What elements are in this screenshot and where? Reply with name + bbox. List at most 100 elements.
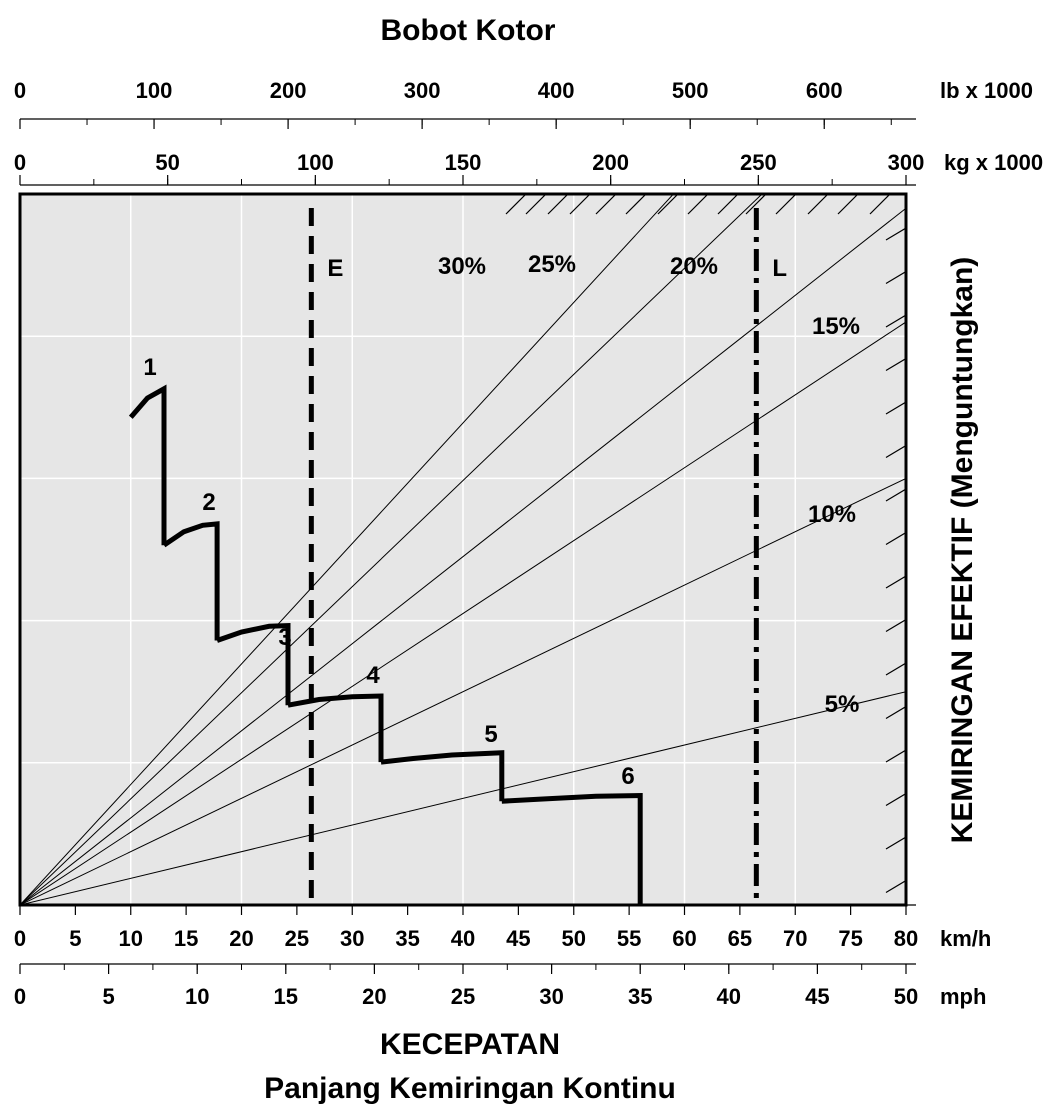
kmh-axis-tick-label: 45 (506, 926, 530, 951)
mph-axis-tick-label: 25 (451, 984, 475, 1009)
mph-axis-tick-label: 45 (805, 984, 829, 1009)
lb-axis-unit: lb x 1000 (940, 78, 1033, 103)
lb-axis-tick-label: 100 (136, 78, 173, 103)
grade-line (20, 194, 674, 905)
kmh-axis-tick-label: 40 (451, 926, 475, 951)
lb-axis-tick-label: 300 (404, 78, 441, 103)
hatch-mark (885, 792, 906, 807)
hatch-mark (885, 227, 906, 241)
hatch-mark (595, 194, 617, 215)
grade-label: 5% (825, 691, 860, 718)
hatch-mark (885, 879, 906, 894)
kmh-axis-tick-label: 0 (14, 926, 26, 951)
kmh-axis-tick-label: 10 (119, 926, 143, 951)
kmh-axis-tick-label: 55 (617, 926, 641, 951)
hatch-mark (869, 194, 891, 215)
kg-axis-tick-label: 250 (740, 150, 777, 175)
hatch-mark (885, 357, 906, 372)
kmh-axis-tick-label: 80 (894, 926, 918, 951)
grade-label: 20% (670, 253, 718, 280)
x-axis-title: KECEPATAN (380, 1028, 560, 1061)
reference-label-L: L (772, 255, 787, 282)
hatch-mark (547, 194, 569, 215)
gear-curve-1 (128, 384, 167, 546)
gear-label-4: 4 (366, 662, 380, 689)
kmh-axis-tick-label: 70 (783, 926, 807, 951)
hatch-mark (657, 194, 679, 215)
grade-label: 30% (438, 253, 486, 280)
mph-axis-tick-label: 5 (102, 984, 114, 1009)
y-axis-title: KEMIRINGAN EFEKTIF (Menguntungkan) (946, 257, 979, 844)
kmh-axis-unit: km/h (940, 926, 991, 951)
hatch-mark (885, 618, 906, 633)
mph-axis-unit: mph (940, 984, 986, 1009)
mph-axis-tick-label: 30 (539, 984, 563, 1009)
lb-axis-tick-label: 200 (270, 78, 307, 103)
kg-axis-tick-label: 150 (445, 150, 482, 175)
hatch-mark (885, 488, 906, 502)
gear-curve-6 (501, 792, 643, 905)
reference-label-E: E (327, 255, 343, 282)
kmh-axis-tick-label: 65 (728, 926, 752, 951)
gear-label-5: 5 (484, 721, 497, 748)
hatch-mark (745, 194, 767, 215)
grade-line (20, 207, 906, 905)
gear-curve-5 (380, 750, 505, 802)
gear-label-6: 6 (621, 763, 634, 790)
kmh-axis-tick-label: 15 (174, 926, 198, 951)
gear-label-2: 2 (202, 489, 215, 516)
grade-label: 15% (812, 313, 860, 340)
top-axis-lb: 0 100 200 300 400 500 600 lb x 1000 (14, 78, 1033, 129)
hatch-mark (885, 401, 906, 415)
gear-label-3: 3 (278, 624, 291, 651)
mph-axis-tick-label: 35 (628, 984, 652, 1009)
mph-axis-tick-label: 50 (894, 984, 918, 1009)
hatch-mark (687, 194, 709, 215)
hatch-mark (885, 662, 906, 676)
hatch-mark (717, 194, 739, 215)
bottom-axis-mph: 0 5 10 15 20 25 30 35 40 45 50 mph (14, 963, 986, 1009)
chart-title: Bobot Kotor (381, 14, 556, 47)
mph-axis-tick-label: 0 (14, 984, 26, 1009)
kg-axis-unit: kg x 1000 (944, 150, 1043, 175)
lb-axis-tick-label: 500 (672, 78, 709, 103)
grade-label: 10% (808, 501, 856, 528)
mph-axis-tick-label: 40 (717, 984, 741, 1009)
grade-line (20, 691, 906, 905)
bottom-axis-kmh: 0 5 10 15 20 25 30 35 40 45 50 55 60 65 70 75 80 km/h (14, 904, 991, 951)
hatch-mark (569, 194, 591, 215)
gear-curve-2 (162, 521, 220, 641)
lb-axis-tick-label: 600 (806, 78, 843, 103)
hatch-mark (525, 194, 547, 215)
hatch-mark (885, 836, 906, 850)
hatch-mark (505, 194, 527, 215)
hatch-mark (885, 531, 906, 546)
kmh-axis-tick-label: 20 (229, 926, 253, 951)
kmh-axis-tick-label: 75 (838, 926, 862, 951)
kmh-axis-tick-label: 60 (672, 926, 696, 951)
hatch-mark (885, 575, 906, 589)
kg-axis-tick-label: 0 (14, 150, 26, 175)
lb-axis-tick-label: 400 (538, 78, 575, 103)
x-axis-subtitle: Panjang Kemiringan Kontinu (264, 1072, 676, 1105)
kg-axis-tick-label: 100 (297, 150, 334, 175)
hatch-mark (885, 314, 906, 328)
kg-axis-tick-label: 300 (888, 150, 925, 175)
lb-axis-tick-label: 0 (14, 78, 26, 103)
hatch-mark (885, 749, 906, 763)
hatch-mark (807, 194, 829, 215)
top-axis-kg: 0 50 100 150 200 250 300 kg x 1000 (14, 150, 1043, 186)
hatch-mark (885, 270, 906, 285)
gear-curve-4 (287, 693, 384, 763)
grade-labels: 30% 25% 20% 15% 10% 5% (438, 251, 860, 718)
kmh-axis-tick-label: 25 (285, 926, 309, 951)
mph-axis-tick-label: 15 (274, 984, 298, 1009)
kmh-axis-tick-label: 50 (562, 926, 586, 951)
kmh-axis-tick-label: 35 (395, 926, 419, 951)
mph-axis-tick-label: 10 (185, 984, 209, 1009)
hatch-mark (837, 194, 859, 215)
hatch-mark (625, 194, 647, 215)
gear-curves: 1 2 3 4 5 6 (128, 354, 643, 905)
kmh-axis-tick-label: 5 (69, 926, 81, 951)
